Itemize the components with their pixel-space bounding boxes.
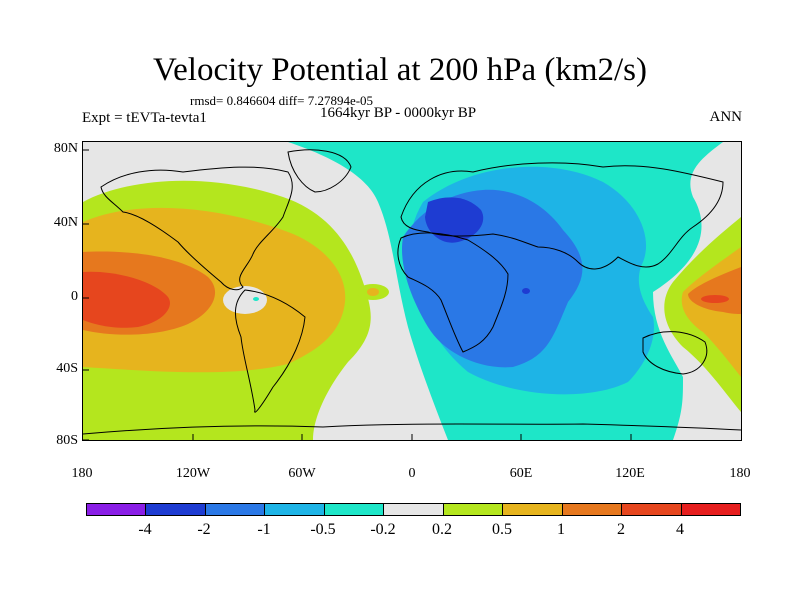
y-tick-label-40n: 40N <box>53 215 78 230</box>
colorbar-swatch <box>87 504 147 515</box>
colorbar-swatch <box>681 504 740 515</box>
colorbar-label: 0.5 <box>492 521 512 538</box>
experiment-label: Expt = tEVTa-tevta1 <box>82 110 207 126</box>
antarctica-outline <box>83 423 741 435</box>
colorbar-swatch <box>324 504 385 515</box>
y-tick-label-40s: 40S <box>56 361 78 376</box>
x-tick-label-180-west: 180 <box>71 466 93 481</box>
map-svg <box>83 142 741 440</box>
plot-title: Velocity Potential at 200 hPa (km2/s) <box>152 52 648 88</box>
colorbar <box>86 503 741 516</box>
colorbar-swatch <box>146 504 206 515</box>
north-america-outline <box>100 166 293 291</box>
greenland-outline <box>287 149 352 193</box>
colorbar-label: -0.5 <box>310 521 336 538</box>
colorbar-swatch <box>265 504 325 515</box>
south-america-outline <box>235 289 306 413</box>
colorbar-swatch <box>443 504 504 515</box>
near-zero-pocket <box>223 286 267 314</box>
coastlines <box>83 149 741 435</box>
colorbar-swatch <box>503 504 563 515</box>
australia-outline <box>642 331 708 375</box>
x-tick-label-120w: 120W <box>175 466 211 481</box>
colorbar-label: -4 <box>138 521 152 538</box>
y-tick-label-0: 0 <box>71 289 78 304</box>
stats-text: rmsd= 0.846604 diff= 7.27894e-05 <box>190 93 374 108</box>
wpac-positive-orange <box>688 267 741 314</box>
colorbar-label: -0.2 <box>370 521 396 538</box>
y-tick-label-80n: 80N <box>53 141 78 156</box>
colorbar-swatch <box>384 504 444 515</box>
negative-core-marker <box>522 288 530 294</box>
eurasia-outline <box>400 162 724 270</box>
colorbar-label: 0.2 <box>432 521 452 538</box>
x-tick-label-60e: 60E <box>509 466 533 481</box>
africa-outline <box>397 232 509 353</box>
cyan-spot <box>253 297 259 301</box>
map-panel <box>82 141 742 441</box>
colorbar-swatch <box>205 504 266 515</box>
season-label: ANN <box>709 109 743 125</box>
x-tick-label-120e: 120E <box>615 466 645 481</box>
x-tick-label-0: 0 <box>408 466 416 481</box>
negative-region-darkblue <box>425 197 484 243</box>
colorbar-label: 1 <box>557 521 565 538</box>
colorbar-label: 4 <box>676 521 684 538</box>
colorbar-label: -2 <box>197 521 211 538</box>
atlantic-yellow-patch <box>367 288 379 296</box>
colorbar-swatch <box>562 504 623 515</box>
colorbar-swatch <box>622 504 682 515</box>
x-tick-label-180-east: 180 <box>729 466 751 481</box>
axis-ticks <box>83 149 632 440</box>
wpac-positive-red <box>701 295 729 303</box>
colorbar-label: 2 <box>617 521 625 538</box>
period-label: 1664kyr BP - 0000kyr BP <box>320 105 477 121</box>
positive-region-red <box>83 271 170 328</box>
colorbar-label: -1 <box>257 521 271 538</box>
y-tick-label-80s: 80S <box>56 433 78 448</box>
x-tick-label-60w: 60W <box>288 466 316 481</box>
